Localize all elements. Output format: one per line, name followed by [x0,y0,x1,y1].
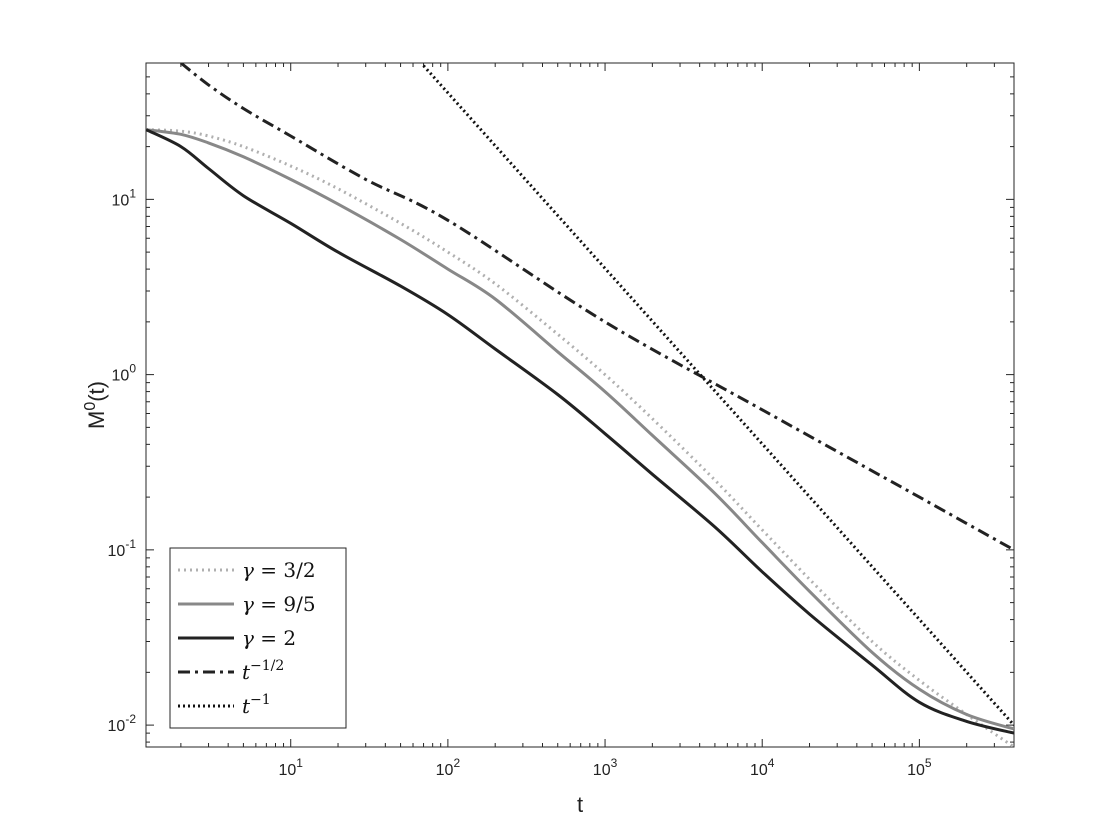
y-axis: 10-2 10-1 100 101 [108,76,1014,743]
legend-entry-t-minus-one: t−1 [178,692,271,718]
x-tick-label: 105 [907,756,932,779]
legend-entry-t-minus-half: t−1/2 [178,658,284,684]
y-tick-label: 10-1 [108,537,137,560]
series-t-minus-half [179,63,1014,552]
legend-entry-gamma-3-2: γ = 3/2 [178,558,316,582]
x-tick-label: 104 [750,756,775,779]
y-axis-label-base: M [84,411,109,429]
x-tick-label: 102 [436,756,461,779]
y-tick-label: 100 [112,362,137,385]
y-axis-label: M0(t) [82,381,109,429]
legend-label: γ = 2 [242,626,296,650]
y-tick-label: 10-2 [108,712,137,735]
legend-label: γ = 3/2 [242,558,316,582]
x-axis-label: t [577,792,583,817]
legend: γ = 3/2 γ = 9/5 γ = 2 t−1/2 t−1 [169,547,347,729]
x-axis: 101 102 103 104 105 [180,63,995,779]
series-group [146,63,1014,747]
legend-entry-gamma-9-5: γ = 9/5 [178,592,316,616]
y-axis-label-sup: 0 [82,402,99,411]
legend-label: γ = 9/5 [242,592,316,616]
x-tick-label: 103 [593,756,618,779]
series-gamma-9-5 [146,128,1014,731]
legend-label: t−1/2 [242,658,284,684]
legend-label: t−1 [242,692,271,718]
legend-entry-gamma-2: γ = 2 [178,626,296,650]
series-gamma-2 [146,128,1014,735]
y-tick-label: 101 [112,186,137,209]
y-axis-label-tail: (t) [84,381,109,402]
x-tick-label: 101 [278,756,303,779]
series-gamma-3-2 [146,128,1014,747]
